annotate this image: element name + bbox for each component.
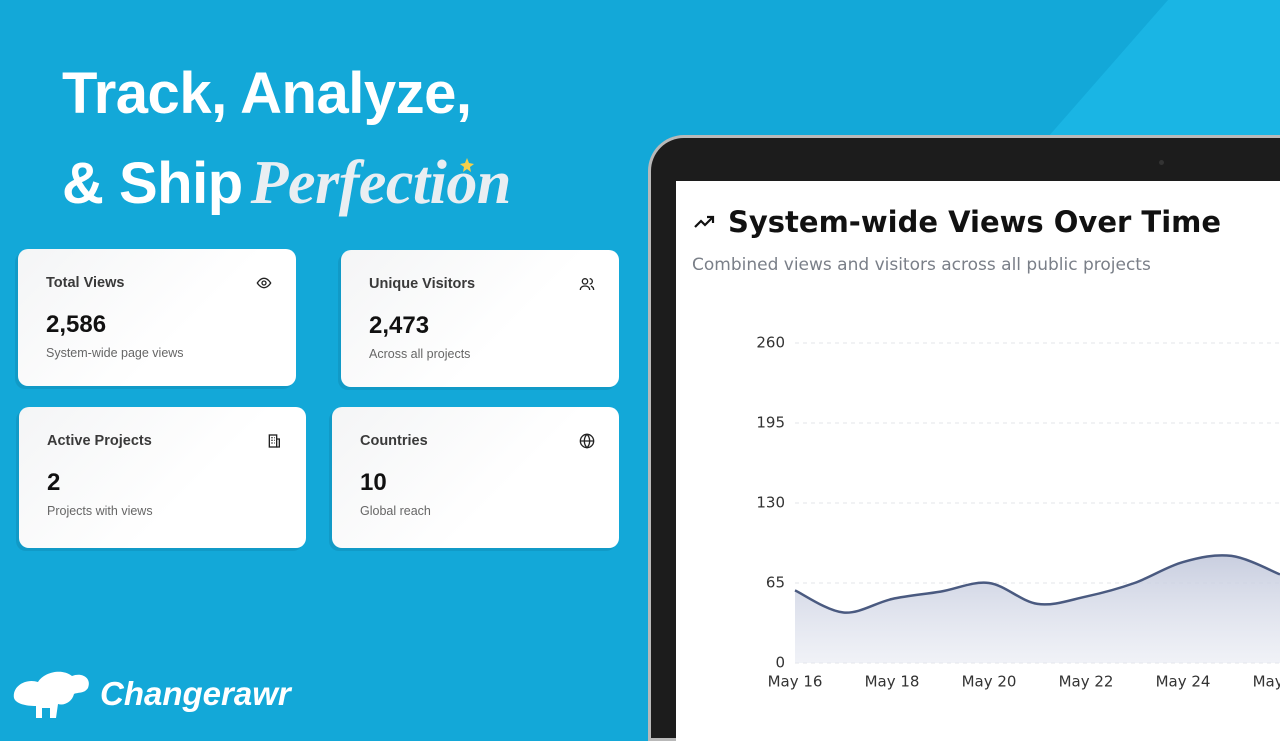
eye-icon — [256, 277, 272, 289]
card-caption: System-wide page views — [46, 346, 184, 360]
card-label: Total Views — [46, 275, 125, 291]
stat-card: Total Views 2,586 System-wide page views — [18, 249, 296, 386]
card-value: 2,586 — [46, 311, 107, 338]
headline-text: & Ship — [62, 151, 243, 216]
globe-icon — [579, 433, 595, 449]
card-label: Active Projects — [47, 433, 152, 449]
laptop-frame: System-wide Views Over Time Combined vie… — [648, 135, 1280, 741]
stat-card: Active Projects 2 Projects with views — [19, 407, 306, 548]
camera — [1159, 160, 1164, 165]
card-label: Countries — [360, 433, 428, 449]
background — [13, 0, 1280, 718]
stat-card: Countries 10 Global reach — [332, 407, 619, 548]
page: {"headline": {"line1": "Track, Analyze,"… — [13, 0, 1280, 741]
background-stripe — [1048, 0, 1280, 137]
x-tick-label: May 16 — [768, 673, 823, 691]
card-value: 2,473 — [369, 312, 430, 339]
card-caption: Global reach — [360, 504, 431, 518]
x-tick-label: May 18 — [865, 673, 920, 691]
x-tick-label: May 20 — [962, 673, 1017, 691]
screen: System-wide Views Over Time Combined vie… — [676, 181, 1280, 741]
card-value: 2 — [47, 469, 61, 496]
chart: System-wide Views Over Time Combined vie… — [692, 205, 1280, 691]
line — [794, 554, 1280, 614]
sparkle — [460, 158, 474, 172]
area — [795, 555, 1280, 663]
card-caption: Across all projects — [369, 347, 471, 361]
brand-logo — [13, 671, 89, 718]
users-icon — [579, 278, 595, 291]
chart-title: System-wide Views Over Time — [728, 205, 1221, 239]
x-tick-label: May 24 — [1156, 673, 1211, 691]
y-tick-label: 130 — [756, 494, 785, 512]
y-tick-label: 65 — [766, 574, 785, 592]
chart-subtitle: Combined views and visitors across all p… — [692, 255, 1151, 275]
x-tick-label: May 26 — [1253, 673, 1280, 691]
headline: Track, Analyze, — [62, 61, 472, 126]
brand-name: Changerawr — [100, 675, 291, 712]
card-label: Unique Visitors — [369, 276, 476, 292]
y-tick-label: 260 — [756, 334, 785, 352]
y-tick-label: 0 — [775, 654, 785, 672]
stat-card: Unique Visitors 2,473 Across all project… — [341, 250, 619, 387]
x-tick-label: May 22 — [1059, 673, 1114, 691]
headline: & Ship Perfection — [62, 148, 511, 219]
card-value: 10 — [360, 469, 387, 496]
y-tick-label: 195 — [756, 414, 785, 432]
card-caption: Projects with views — [47, 504, 153, 518]
trend-icon — [694, 215, 715, 228]
headline-accent: Perfection — [250, 149, 512, 217]
building-icon — [268, 434, 280, 448]
